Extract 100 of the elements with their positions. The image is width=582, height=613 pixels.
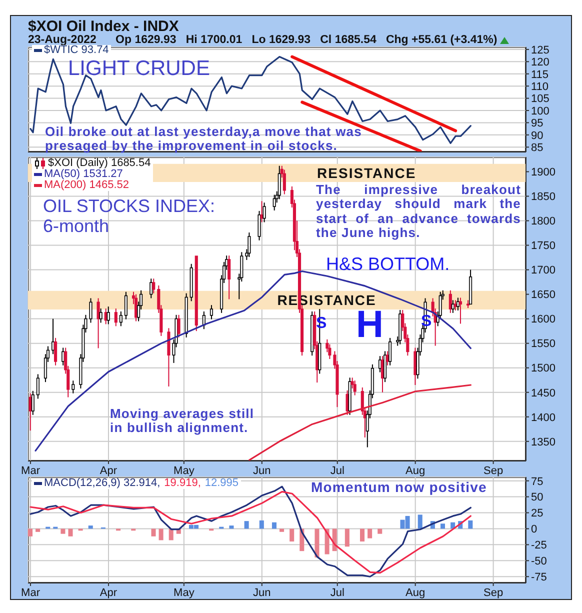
candlestick: [448, 290, 452, 314]
band-label: RESISTANCE: [317, 164, 416, 181]
bar: [60, 528, 66, 534]
x-tick-label: Sep: [484, 464, 504, 477]
y-tick-label: 1850: [531, 191, 556, 204]
y-tick-label: -25: [531, 540, 547, 552]
y-tick-label: 1800: [531, 216, 556, 228]
candlestick: [167, 328, 170, 387]
bar: [440, 524, 446, 529]
legend-label: $WTIC 93.74: [44, 44, 109, 56]
annotation: OIL STOCKS INDEX: 6-month: [43, 196, 216, 237]
legend-label: MA(200) 1465.52: [44, 179, 129, 191]
bar: [68, 528, 73, 536]
bar: [378, 528, 382, 534]
y-tick-label: 1550: [531, 338, 556, 350]
x-tick-label: Mar: [21, 464, 40, 477]
candlestick: [388, 337, 392, 366]
annotation: H&S BOTTOM.: [326, 254, 450, 275]
x-tick-label: May: [174, 586, 195, 599]
x-tick-label: Jun: [253, 586, 271, 599]
text: 12.995: [204, 477, 239, 489]
y-tick-label: 75: [531, 476, 544, 488]
candlestick: [119, 310, 122, 327]
annotation: H: [356, 304, 384, 347]
x-tick-label: Apr: [100, 586, 118, 599]
candlestick: [282, 169, 286, 195]
candlestick: [54, 337, 58, 366]
series-label: 19.919,: [164, 477, 201, 489]
candlestick: [210, 304, 214, 320]
candlestick: [124, 291, 128, 320]
bar: [259, 520, 264, 529]
bar: [151, 528, 156, 536]
bar: [418, 514, 422, 529]
candlestick: [228, 255, 231, 300]
candlestick: [96, 298, 100, 349]
candlestick: [262, 202, 266, 223]
candlestick: [114, 308, 118, 327]
candlestick: [454, 300, 457, 311]
bar: [158, 528, 164, 540]
x-tick-label: Jun: [253, 464, 271, 477]
y-tick-label: -50: [531, 556, 547, 568]
y-tick-label: 0: [531, 524, 538, 536]
bar: [468, 520, 473, 529]
x-tick-label: Apr: [100, 464, 118, 477]
bar: [360, 528, 365, 542]
y-tick-label: 125: [531, 44, 550, 56]
y-tick-label: 25: [531, 508, 544, 520]
y-tick-label: 1900: [531, 166, 556, 179]
bar: [290, 528, 294, 542]
bar: [368, 528, 372, 538]
x-tick-label: Mar: [21, 586, 40, 599]
y-tick-label: 1750: [531, 240, 556, 252]
candlestick: [31, 390, 34, 416]
annotation: Oil broke out at last yesterday,a move that was presaged by the improvement in oil stocks.: [45, 124, 363, 154]
bar: [229, 526, 234, 529]
y-tick-label: 105: [531, 93, 550, 106]
y-tick-label: 1600: [531, 314, 556, 326]
candlestick: [99, 308, 102, 324]
annotation: Momentum now positive: [311, 479, 487, 496]
candlestick: [248, 232, 251, 258]
y-tick-label: 1700: [531, 264, 556, 277]
candlestick: [456, 297, 460, 311]
bar: [244, 521, 249, 529]
candlestick: [383, 350, 387, 383]
y-tick-label: 115: [531, 68, 549, 81]
candlestick: [106, 306, 110, 325]
y-tick-label: 1400: [531, 412, 556, 424]
bar: [36, 528, 40, 532]
candlestick: [152, 278, 156, 294]
x-tick-label: May: [174, 464, 195, 477]
candlestick: [451, 300, 454, 314]
x-tick-label: Jul: [330, 464, 344, 477]
annotation: LIGHT CRUDE: [68, 57, 210, 80]
x-tick-label: Aug: [406, 586, 426, 599]
candlestick: [272, 194, 276, 211]
bar: [88, 526, 93, 529]
candlestick: [72, 380, 75, 394]
x-tick-label: Jul: [330, 586, 344, 599]
y-tick-label: 85: [531, 142, 544, 154]
y-tick-label: 1500: [531, 362, 556, 375]
candlestick: [328, 344, 332, 360]
y-tick-label: 100: [531, 105, 550, 118]
y-tick-label: 95: [531, 118, 544, 130]
chart-subtitle: 23-Aug-2022 Op 1629.93 Hi 1700.01 Lo 1629.93 Cl 1685.54 Chg +55.61 (+3.41%): [28, 34, 498, 46]
bar: [344, 528, 350, 547]
chart-title: $XOI Oil Index - INDX: [28, 18, 179, 35]
x-tick-label: Sep: [484, 586, 504, 599]
y-tick-label: 110: [531, 80, 549, 93]
candlestick: [278, 165, 281, 200]
y-tick-label: 90: [531, 130, 544, 142]
annotation: Moving averages still in bullish alignment.: [110, 406, 256, 436]
legend-label: $XOI (Daily) 1685.54: [48, 157, 151, 169]
y-tick-label: 1450: [531, 387, 556, 400]
candlestick: [353, 380, 356, 396]
annotation: The impressive breakout yesterday should mark the start of an advance towards the June highs.: [316, 182, 521, 240]
y-tick-label: -75: [531, 572, 547, 584]
candlestick: [177, 314, 180, 338]
candlestick: [36, 374, 40, 400]
y-tick-label: 120: [531, 56, 550, 69]
x-tick-label: Aug: [406, 464, 426, 477]
